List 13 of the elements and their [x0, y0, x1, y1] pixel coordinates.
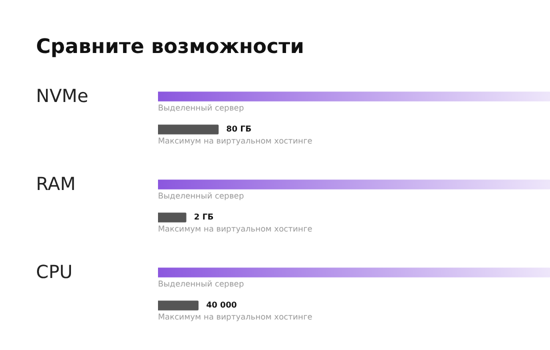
y-tick-label: Выделенный сервер	[158, 280, 244, 289]
y-axis-title: CPU	[36, 262, 73, 283]
data-label: 80 ГБ	[226, 124, 252, 134]
data-label: 40 000	[206, 300, 238, 310]
chart-title: Сравните возможности	[36, 34, 304, 58]
y-tick-label: Выделенный сервер	[158, 192, 244, 201]
y-axis-title: RAM	[36, 174, 76, 195]
y-tick-label: Выделенный сервер	[158, 104, 244, 113]
y-tick-label: Максимум на виртуальном хостинге	[158, 136, 312, 146]
y-axis-title: NVMe	[36, 86, 88, 107]
data-label: 2 ГБ	[194, 212, 214, 222]
y-tick-label: Максимум на виртуальном хостинге	[158, 224, 312, 234]
y-tick-label: Максимум на виртуальном хостинге	[158, 312, 312, 322]
